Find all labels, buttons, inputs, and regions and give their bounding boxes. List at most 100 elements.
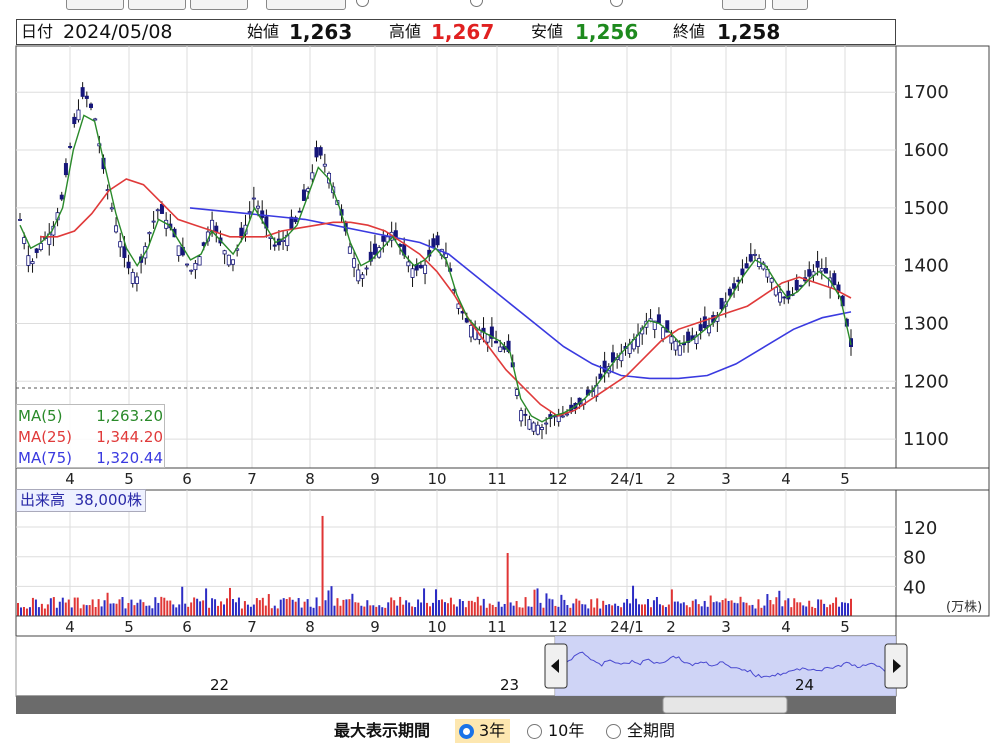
period-button[interactable] [128, 0, 186, 10]
candle-body [535, 424, 540, 435]
candle-body [686, 331, 691, 343]
stock-chart[interactable]: 1700 1600 1500 1400 1300 1200 1100 4 5 6 7 8 9 10 11 1… [0, 0, 1005, 716]
legend-ma5: MA(5) 1,263.20 [18, 406, 164, 426]
price-y-tick-label: 1300 [903, 313, 949, 334]
candle-body [72, 116, 77, 125]
zoom-out-button[interactable] [772, 0, 808, 10]
volume-bar [443, 602, 446, 616]
candle-body [677, 345, 682, 356]
volume-bar [351, 593, 354, 616]
volume-bar [315, 597, 318, 616]
volume-bar [327, 590, 330, 616]
volume-bar [67, 599, 70, 616]
month-tick-label-2: 11 [487, 618, 506, 636]
volume-bar [357, 602, 360, 616]
volume-bar [712, 602, 715, 616]
toolbar [0, 0, 1005, 16]
candle-body [819, 268, 824, 272]
volume-bar [190, 602, 193, 616]
ma75-value: 1,320.44 [96, 449, 163, 467]
volume-bar [414, 607, 417, 616]
volume-bar [309, 606, 312, 616]
month-axis-labels: 4 5 6 7 8 9 10 11 12 24/1 2 3 4 5 [65, 470, 850, 488]
volume-bar [252, 604, 255, 616]
volume-bar [175, 607, 178, 616]
period-button[interactable] [266, 0, 346, 10]
volume-bar [715, 601, 718, 616]
candle-body [707, 324, 712, 334]
volume-bar [736, 603, 739, 616]
volume-bar [539, 602, 542, 616]
volume-bar [733, 602, 736, 616]
volume-bar [670, 589, 673, 616]
scrollbar-thumb[interactable] [662, 696, 788, 714]
volume-bar [646, 599, 649, 616]
candle-body [159, 203, 164, 214]
volume-bar [575, 598, 578, 616]
navigator-left-handle[interactable] [544, 643, 568, 689]
volume-bar [536, 588, 539, 616]
candle-body [63, 163, 68, 176]
volume-bar [208, 607, 211, 616]
period-option-all[interactable]: 全期間 [627, 721, 676, 740]
candle-body [314, 147, 319, 158]
volume-bar [754, 608, 757, 616]
volume-bar [760, 607, 763, 616]
nav-year-24: 24 [795, 676, 814, 694]
volume-bar [25, 608, 28, 616]
period-button[interactable] [66, 0, 124, 10]
close-label: 終値 [673, 22, 706, 41]
period-option-3y[interactable]: 3年 [479, 721, 506, 740]
volume-bar [790, 607, 793, 616]
volume-bar [19, 607, 22, 616]
volume-bar [369, 605, 372, 616]
volume-bar [641, 604, 644, 616]
volume-bar [70, 607, 73, 616]
candle-body [30, 261, 35, 265]
volume-bar [835, 597, 838, 616]
month-tick-label: 2 [666, 470, 676, 488]
volume-bar [291, 599, 294, 616]
candle-body [193, 263, 198, 271]
month-tick-label: 12 [548, 470, 567, 488]
volume-bar [449, 597, 452, 616]
candle-body [602, 360, 607, 373]
volume-bar [560, 594, 563, 616]
ma75-label: MA(75) [18, 449, 72, 467]
navigator-line [554, 651, 886, 679]
volume-bar [488, 603, 491, 616]
volume-bar [554, 605, 557, 616]
period-radio-10y[interactable] [527, 724, 542, 739]
volume-bar [133, 605, 136, 616]
navigator-right-handle[interactable] [884, 643, 908, 689]
date-value: 2024/05/08 [63, 21, 173, 43]
period-button[interactable] [190, 0, 248, 10]
volume-bar [312, 607, 315, 616]
candle-body [22, 237, 27, 244]
candle-body [807, 269, 812, 277]
zoom-in-button[interactable] [722, 0, 766, 10]
period-radio-3y[interactable] [459, 724, 474, 739]
candle-body [59, 194, 64, 200]
period-radio-all[interactable] [606, 724, 621, 739]
volume-bar [440, 599, 443, 616]
navigator-window[interactable] [555, 636, 896, 696]
month-tick-label-2: 5 [840, 618, 850, 636]
volume-bar [237, 597, 240, 616]
volume-bar [799, 602, 802, 616]
volume-bar [187, 606, 190, 616]
ma25-value: 1,344.20 [96, 428, 163, 446]
candle-body [281, 239, 286, 243]
volume-unit: (万株) [946, 600, 982, 615]
volume-bar [429, 606, 432, 616]
candle-body [740, 268, 745, 276]
volume-bar [49, 598, 52, 616]
volume-bar [673, 601, 676, 616]
candle-body [17, 219, 22, 221]
candle-body [68, 146, 73, 148]
volume-bar [524, 597, 527, 616]
volume-bar [464, 607, 467, 616]
price-y-tick-label: 1600 [903, 140, 949, 161]
volume-bar [172, 604, 175, 616]
period-option-10y[interactable]: 10年 [548, 721, 585, 740]
